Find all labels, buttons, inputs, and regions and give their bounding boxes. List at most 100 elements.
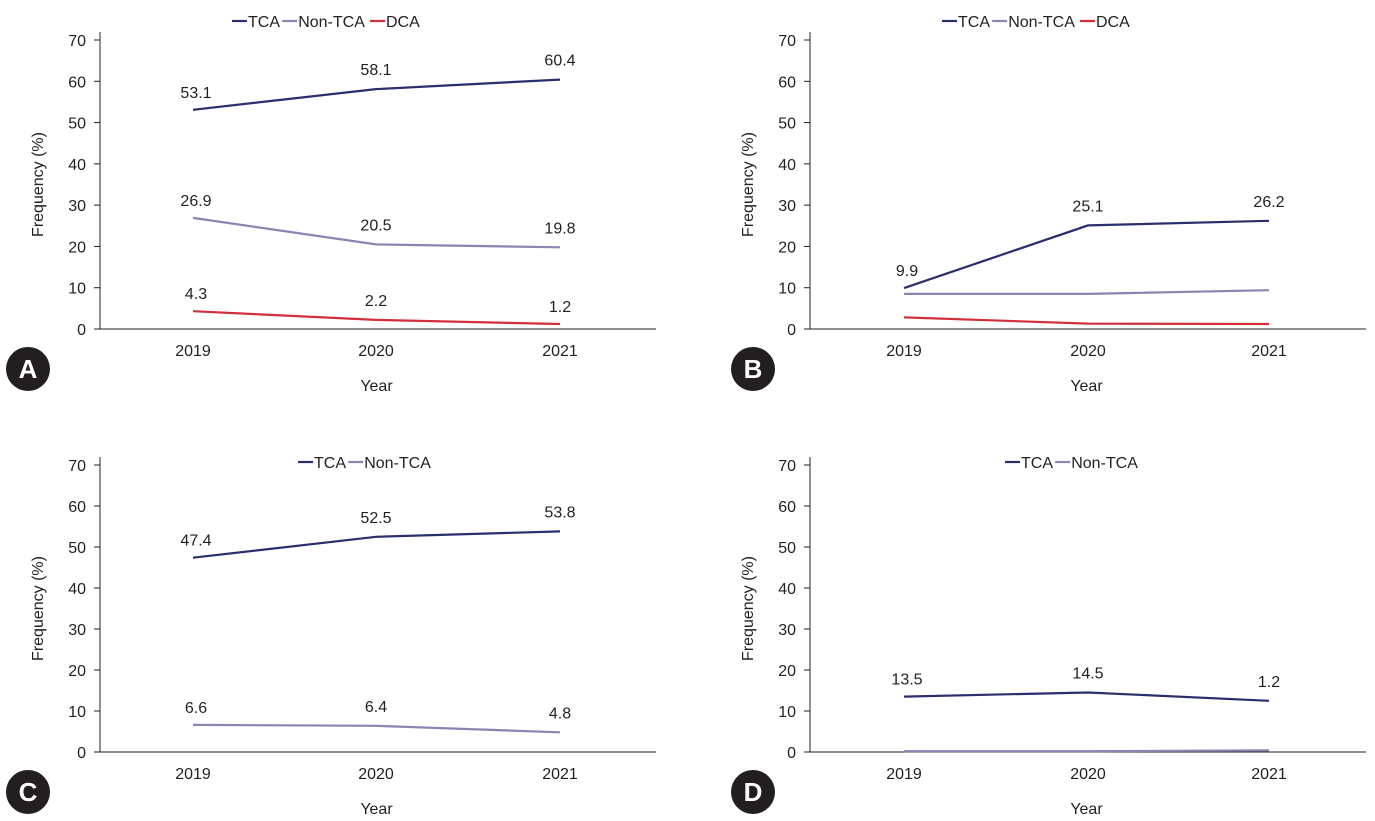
y-tick-label: 30 xyxy=(68,198,86,215)
y-tick-label: 40 xyxy=(778,157,796,174)
series-line-tca xyxy=(904,221,1269,288)
data-label: 14.5 xyxy=(1072,666,1103,683)
y-tick-label: 40 xyxy=(778,581,796,598)
y-tick-label: 20 xyxy=(68,239,86,256)
x-tick-label: 2020 xyxy=(1070,766,1106,783)
x-tick-label: 2021 xyxy=(1251,343,1287,360)
y-tick-label: 30 xyxy=(778,198,796,215)
y-tick-label: 0 xyxy=(77,322,86,339)
data-label: 1.2 xyxy=(549,299,571,316)
y-tick-label: 20 xyxy=(778,663,796,680)
y-tick-label: 20 xyxy=(778,239,796,256)
series-line-non-tca xyxy=(193,725,560,732)
legend-label: TCA xyxy=(958,14,990,31)
data-label: 1.2 xyxy=(1258,674,1280,691)
legend-label: TCA xyxy=(1021,455,1053,472)
x-tick-label: 2019 xyxy=(175,343,211,360)
y-tick-label: 50 xyxy=(778,540,796,557)
y-tick-label: 70 xyxy=(778,33,796,50)
series-line-tca xyxy=(193,80,560,110)
x-tick-label: 2020 xyxy=(1070,343,1106,360)
data-label: 2.2 xyxy=(365,293,387,310)
y-tick-label: 70 xyxy=(778,458,796,475)
panel-b: 0 10 20 30 40 50 60 70 2019 2020 2021 Year Frequency… xyxy=(731,14,1366,395)
y-tick-label: 10 xyxy=(778,704,796,721)
panel-badge-letter: A xyxy=(19,354,38,384)
data-label: 25.1 xyxy=(1072,198,1103,215)
data-label: 58.1 xyxy=(360,62,391,79)
x-axis-title: Year xyxy=(1070,378,1103,395)
data-label: 60.4 xyxy=(544,53,575,70)
y-tick-label: 10 xyxy=(68,704,86,721)
legend-label: DCA xyxy=(1096,14,1130,31)
data-label: 6.6 xyxy=(185,700,207,717)
panel-badge-letter: D xyxy=(744,777,763,807)
data-label: 4.8 xyxy=(549,705,571,722)
legend-label: Non-TCA xyxy=(364,455,431,472)
series-line-tca xyxy=(904,693,1269,701)
data-label: 26.2 xyxy=(1253,194,1284,211)
series-line-dca xyxy=(193,311,560,324)
panel-badge-letter: B xyxy=(744,354,763,384)
data-label: 20.5 xyxy=(360,217,391,234)
x-axis-title: Year xyxy=(360,801,393,816)
x-tick-label: 2019 xyxy=(886,343,922,360)
y-tick-label: 60 xyxy=(778,74,796,91)
panel-c: 0 10 20 30 40 50 60 70 2019 2020 2021 Year Frequency… xyxy=(6,455,656,816)
legend-label: DCA xyxy=(386,14,420,31)
x-tick-label: 2019 xyxy=(886,766,922,783)
panel-d: 0 10 20 30 40 50 60 70 2019 2020 2021 Year Frequency… xyxy=(731,455,1366,816)
series-line-tca xyxy=(193,531,560,557)
y-tick-label: 30 xyxy=(778,622,796,639)
y-tick-label: 0 xyxy=(787,745,796,762)
y-tick-label: 0 xyxy=(787,322,796,339)
y-tick-label: 30 xyxy=(68,622,86,639)
legend-label: Non-TCA xyxy=(1071,455,1138,472)
y-tick-label: 0 xyxy=(77,745,86,762)
data-label: 9.9 xyxy=(896,263,918,280)
y-tick-label: 50 xyxy=(68,116,86,133)
y-axis-title: Frequency (%) xyxy=(30,132,47,237)
y-tick-label: 70 xyxy=(68,458,86,475)
x-tick-label: 2019 xyxy=(175,766,211,783)
x-tick-label: 2021 xyxy=(542,766,578,783)
series-line-dca xyxy=(904,317,1269,324)
data-label: 52.5 xyxy=(360,510,391,527)
y-tick-label: 20 xyxy=(68,663,86,680)
data-label: 47.4 xyxy=(180,533,211,550)
y-tick-label: 70 xyxy=(68,33,86,50)
y-tick-label: 50 xyxy=(778,116,796,133)
data-label: 4.3 xyxy=(185,286,207,303)
y-tick-label: 60 xyxy=(68,74,86,91)
legend-label: TCA xyxy=(248,14,280,31)
data-label: 19.8 xyxy=(544,220,575,237)
y-tick-label: 40 xyxy=(68,157,86,174)
legend-label: Non-TCA xyxy=(1008,14,1075,31)
legend-label: Non-TCA xyxy=(298,14,365,31)
y-axis-title: Frequency (%) xyxy=(740,556,757,661)
data-label: 6.4 xyxy=(365,699,387,716)
data-label: 53.1 xyxy=(180,85,211,102)
x-axis-title: Year xyxy=(360,378,393,395)
series-line-non-tca xyxy=(904,750,1269,751)
y-axis-title: Frequency (%) xyxy=(740,132,757,237)
y-tick-label: 60 xyxy=(778,499,796,516)
data-label: 53.8 xyxy=(544,504,575,521)
data-label: 13.5 xyxy=(891,672,922,689)
panel-badge-letter: C xyxy=(19,777,38,807)
x-tick-label: 2021 xyxy=(1251,766,1287,783)
y-tick-label: 40 xyxy=(68,581,86,598)
x-tick-label: 2020 xyxy=(358,766,394,783)
y-tick-label: 60 xyxy=(68,499,86,516)
x-tick-label: 2021 xyxy=(542,343,578,360)
x-tick-label: 2020 xyxy=(358,343,394,360)
legend-label: TCA xyxy=(314,455,346,472)
y-tick-label: 50 xyxy=(68,540,86,557)
y-axis-title: Frequency (%) xyxy=(30,556,47,661)
x-axis-title: Year xyxy=(1070,801,1103,816)
y-tick-label: 10 xyxy=(778,281,796,298)
data-label: 26.9 xyxy=(180,193,211,210)
